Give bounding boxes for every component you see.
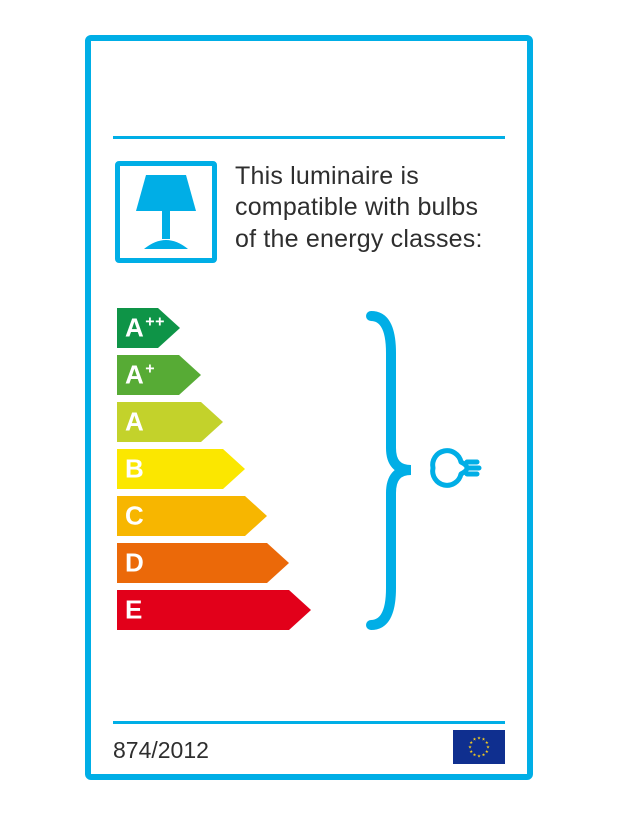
class-label: C bbox=[125, 501, 144, 532]
regulation-number: 874/2012 bbox=[113, 737, 209, 764]
energy-class-E: E bbox=[117, 590, 527, 630]
energy-classes: A++ A+ ABCDE bbox=[91, 308, 527, 638]
compatibility-text: This luminaire is compatible with bulbs … bbox=[235, 161, 503, 263]
class-label: E bbox=[125, 595, 143, 626]
footer: 874/2012 bbox=[113, 730, 505, 764]
energy-class-C: C bbox=[117, 496, 527, 536]
class-label: A++ bbox=[125, 313, 165, 344]
divider bbox=[113, 721, 505, 724]
class-label: A bbox=[125, 407, 144, 438]
energy-class-A+: A+ bbox=[117, 355, 527, 395]
lamp-icon-box bbox=[115, 161, 217, 263]
energy-class-A: A bbox=[117, 402, 527, 442]
lamp-icon bbox=[130, 171, 202, 253]
energy-label-card: This luminaire is compatible with bulbs … bbox=[85, 35, 533, 780]
eu-flag bbox=[453, 730, 505, 764]
energy-class-D: D bbox=[117, 543, 527, 583]
energy-class-A++: A++ bbox=[117, 308, 527, 348]
class-label: A+ bbox=[125, 360, 155, 391]
bulb-icon bbox=[421, 443, 487, 493]
upper-section: This luminaire is compatible with bulbs … bbox=[91, 139, 527, 273]
class-label: B bbox=[125, 454, 144, 485]
class-label: D bbox=[125, 548, 144, 579]
header-blank bbox=[113, 41, 505, 139]
brace bbox=[366, 308, 416, 633]
